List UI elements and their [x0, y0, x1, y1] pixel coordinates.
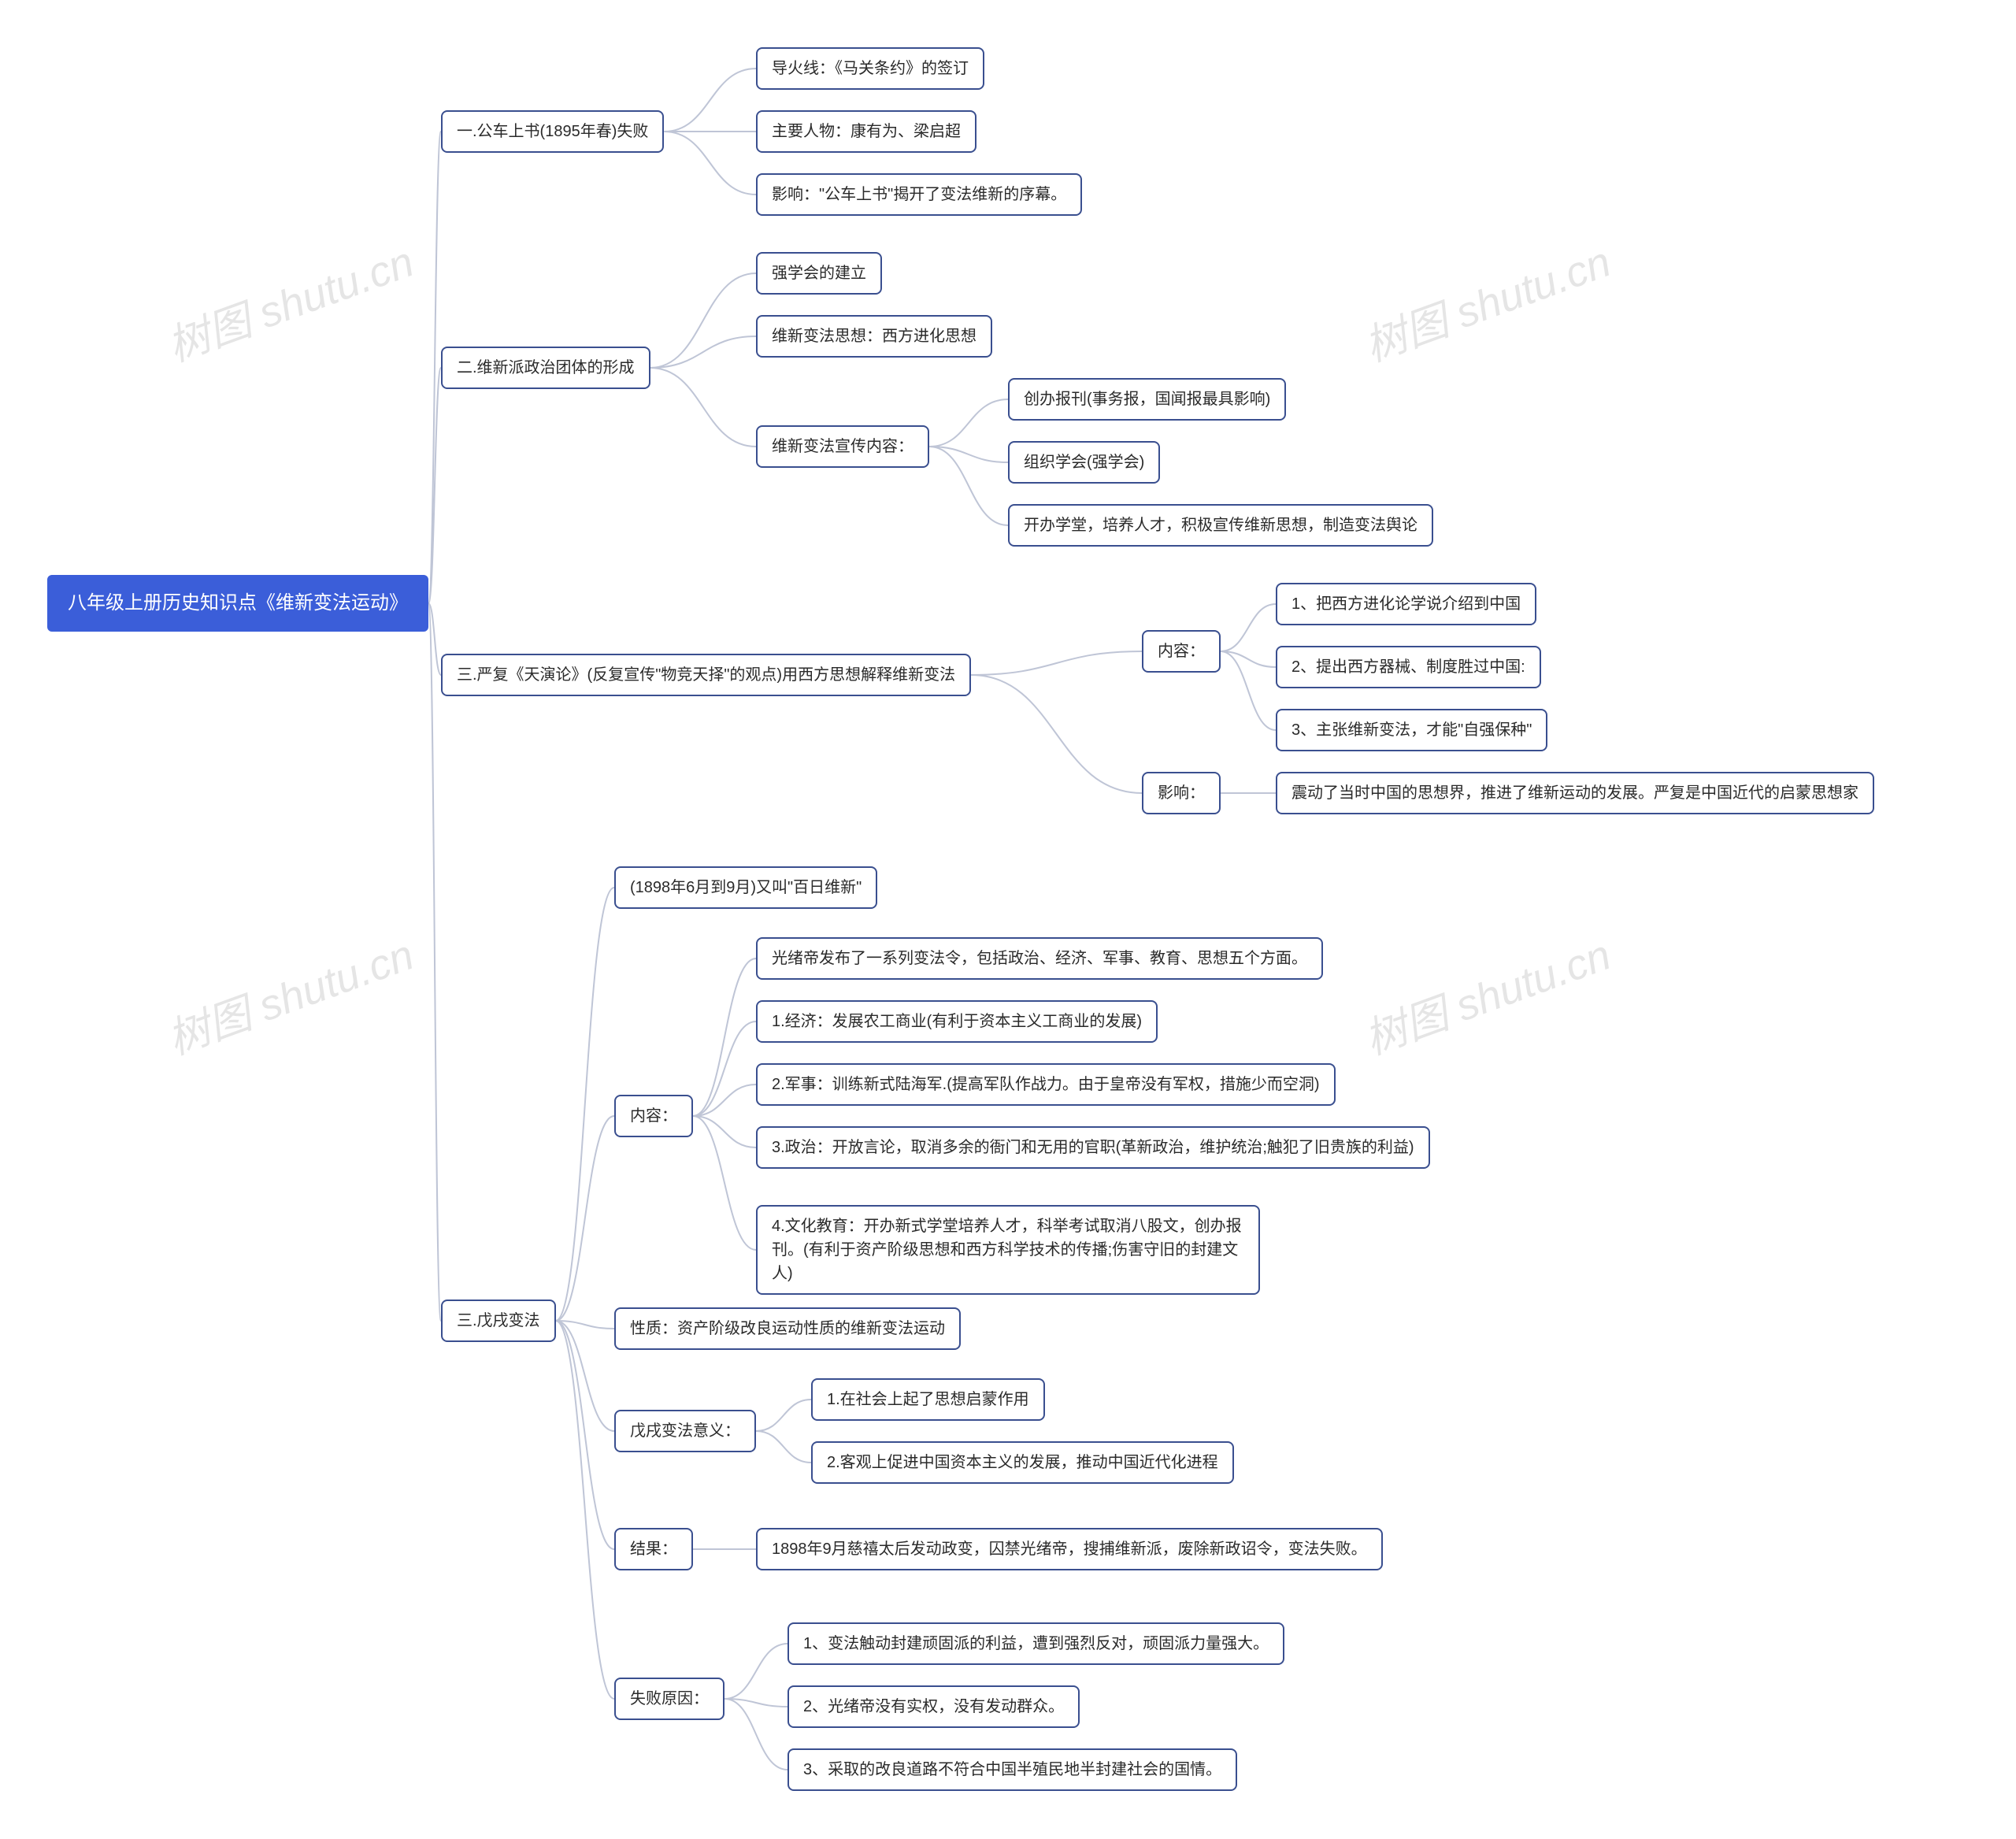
branch-2-sub: 维新变法宣传内容： [756, 425, 929, 468]
branch-2: 二.维新派政治团体的形成 [441, 347, 650, 389]
branch-2-leaf: 维新变法思想：西方进化思想 [756, 315, 992, 358]
branch-4-leaf: 1898年9月慈禧太后发动政变，囚禁光绪帝，搜捕维新派，废除新政诏令，变法失败。 [756, 1528, 1383, 1570]
branch-2-leaf: 开办学堂，培养人才，积极宣传维新思想，制造变法舆论 [1008, 504, 1433, 547]
branch-3-sub: 影响： [1142, 772, 1221, 814]
branch-2-leaf: 组织学会(强学会) [1008, 441, 1160, 484]
watermark: 树图 shutu.cn [1354, 920, 1618, 1066]
branch-4-leaf: 2.客观上促进中国资本主义的发展，推动中国近代化进程 [811, 1441, 1234, 1484]
branch-1-leaf: 影响："公车上书"揭开了变法维新的序幕。 [756, 173, 1082, 216]
branch-1-leaf: 主要人物：康有为、梁启超 [756, 110, 976, 153]
root-node: 八年级上册历史知识点《维新变法运动》 [47, 575, 428, 632]
branch-4-leaf: 1.经济：发展农工商业(有利于资本主义工商业的发展) [756, 1000, 1158, 1043]
branch-1: 一.公车上书(1895年春)失败 [441, 110, 664, 153]
branch-3-leaf: 震动了当时中国的思想界，推进了维新运动的发展。严复是中国近代的启蒙思想家 [1276, 772, 1874, 814]
branch-4-leaf: 1、变法触动封建顽固派的利益，遭到强烈反对，顽固派力量强大。 [788, 1622, 1284, 1665]
branch-4-leaf: 4.文化教育：开办新式学堂培养人才，科举考试取消八股文，创办报刊。(有利于资产阶… [756, 1205, 1260, 1295]
branch-3-sub: 内容： [1142, 630, 1221, 673]
branch-3-leaf: 3、主张维新变法，才能"自强保种" [1276, 709, 1547, 751]
watermark: 树图 shutu.cn [158, 227, 421, 373]
branch-4-sub: 失败原因： [614, 1678, 724, 1720]
branch-4-leaf: 2.军事：训练新式陆海军.(提高军队作战力。由于皇帝没有军权，措施少而空洞) [756, 1063, 1336, 1106]
branch-4-leaf: 1.在社会上起了思想启蒙作用 [811, 1378, 1045, 1421]
branch-2-leaf: 强学会的建立 [756, 252, 882, 295]
branch-4: 三.戊戌变法 [441, 1300, 556, 1342]
branch-2-leaf: 创办报刊(事务报，国闻报最具影响) [1008, 378, 1286, 421]
branch-3-leaf: 2、提出西方器械、制度胜过中国: [1276, 646, 1541, 688]
branch-4-leaf: 性质：资产阶级改良运动性质的维新变法运动 [614, 1307, 961, 1350]
branch-4-sub: 结果： [614, 1528, 693, 1570]
branch-4-leaf: 3.政治：开放言论，取消多余的衙门和无用的官职(革新政治，维护统治;触犯了旧贵族… [756, 1126, 1430, 1169]
branch-4-leaf: (1898年6月到9月)又叫"百日维新" [614, 866, 877, 909]
branch-4-leaf: 光绪帝发布了一系列变法令，包括政治、经济、军事、教育、思想五个方面。 [756, 937, 1323, 980]
branch-3: 三.严复《天演论》(反复宣传"物竞天择"的观点)用西方思想解释维新变法 [441, 654, 971, 696]
branch-4-leaf: 2、光绪帝没有实权，没有发动群众。 [788, 1685, 1080, 1728]
branch-4-sub: 内容： [614, 1095, 693, 1137]
branch-1-leaf: 导火线：《马关条约》的签订 [756, 47, 984, 90]
watermark: 树图 shutu.cn [158, 920, 421, 1066]
branch-4-leaf: 3、采取的改良道路不符合中国半殖民地半封建社会的国情。 [788, 1748, 1237, 1791]
watermark: 树图 shutu.cn [1354, 227, 1618, 373]
branch-4-sub: 戊戌变法意义： [614, 1410, 756, 1452]
branch-3-leaf: 1、把西方进化论学说介绍到中国 [1276, 583, 1536, 625]
